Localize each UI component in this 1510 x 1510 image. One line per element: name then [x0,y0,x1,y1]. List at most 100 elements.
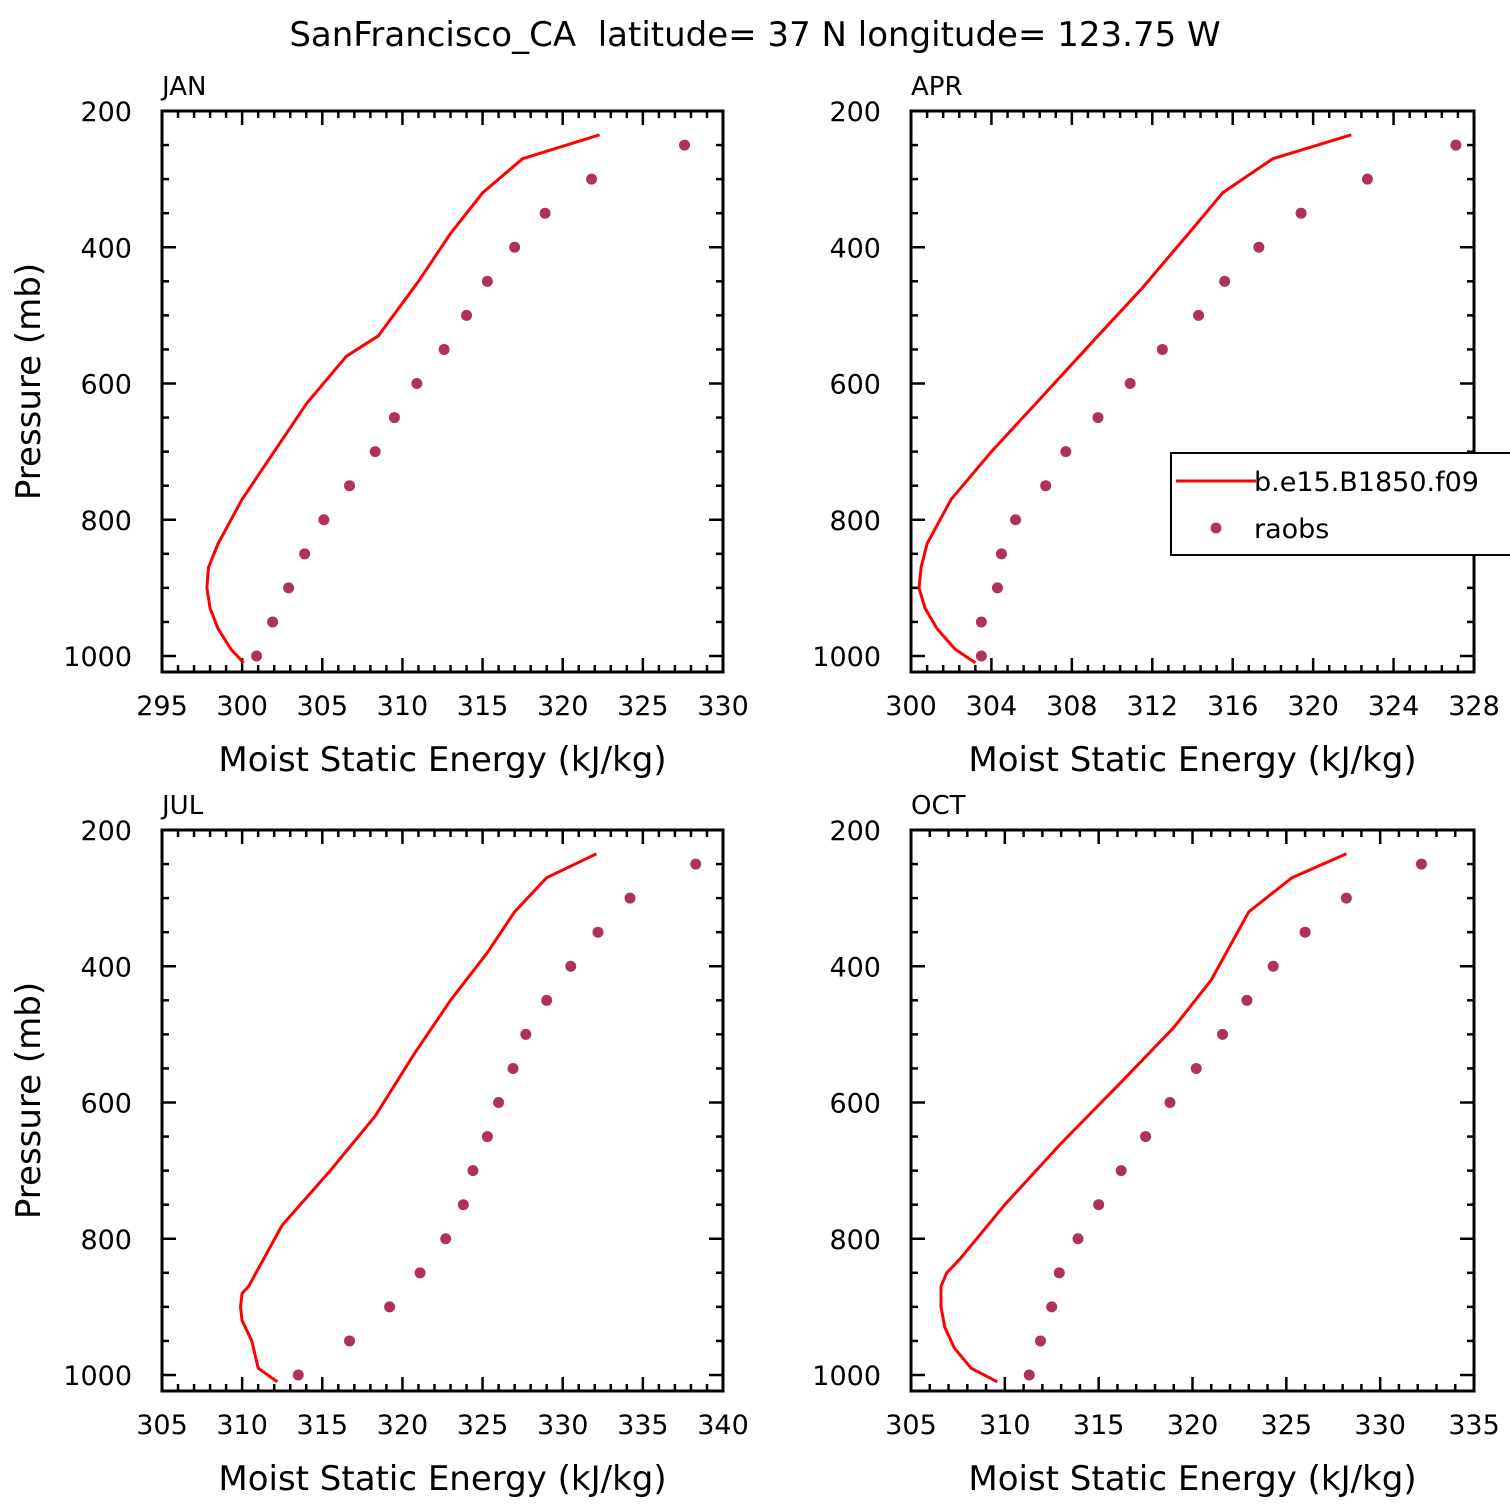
raobs-point [1124,378,1136,389]
raobs-point [509,241,521,253]
x-tick-label: 300 [216,691,268,722]
panel-title-jul: JUL [160,791,204,821]
x-tick-label: 325 [1261,1410,1313,1441]
raobs-point [369,446,381,458]
x-tick-label: 328 [1448,691,1500,722]
raobs-point [461,309,473,321]
y-tick-label: 200 [829,816,881,847]
raobs-point [1267,960,1279,972]
y-tick-label: 800 [80,1225,132,1256]
y-tick-label: 200 [80,97,132,128]
raobs-point [414,1267,426,1279]
raobs-point [1295,207,1307,219]
x-tick-label: 305 [297,691,349,722]
raobs-point [995,548,1007,560]
plot-frame-jul [160,828,725,1393]
raobs-point [1415,858,1427,870]
y-tick-label: 800 [80,506,132,537]
x-tick-label: 340 [697,1410,749,1441]
raobs-point [267,616,279,628]
y-tick-label: 400 [80,233,132,264]
raobs-point [1115,1165,1127,1177]
raobs-point [1299,926,1311,938]
raobs-point [1092,412,1104,424]
raobs-point [318,514,330,526]
panel-apr: 300 304 308 312 316 320 324 328 200 400 600 800 1000… [812,72,1510,780]
raobs-point [438,343,450,355]
x-tick-label: 325 [457,1410,509,1441]
x-tick-label: 330 [537,1410,589,1441]
x-tick-label: 316 [1207,691,1259,722]
raobs-point [1040,480,1052,492]
raobs-point [1156,343,1168,355]
raobs-point [481,275,493,287]
raobs-point [344,1335,356,1347]
raobs-point [679,139,691,151]
y-tick-label: 1000 [812,1361,881,1392]
x-tick-label: 335 [617,1410,669,1441]
raobs-point [1340,892,1352,904]
panel-title-apr: APR [911,72,963,102]
raobs-point [292,1369,304,1381]
y-axis-label: Pressure (mb) [9,982,49,1219]
x-tick-label: 324 [1368,691,1420,722]
y-tick-label: 600 [829,370,881,401]
plot-frame-jan [160,109,725,674]
raobs-point [467,1165,479,1177]
raobs-point [1193,309,1205,321]
raobs-point [975,650,987,662]
panel-jul: 305 310 315 320 325 330 335 340 200 400 600 800 1000… [9,791,749,1499]
raobs-point [1450,139,1462,151]
y-tick-label: 1000 [812,642,881,673]
x-axis-label: Moist Static Energy (kJ/kg) [218,740,666,780]
y-tick-label: 600 [80,370,132,401]
raobs-point [1217,1028,1229,1040]
raobs-point [1219,275,1231,287]
raobs-point [1140,1131,1152,1143]
x-tick-label: 300 [885,691,937,722]
raobs-point [1060,446,1072,458]
y-axis-label: Pressure (mb) [9,263,49,500]
x-tick-label: 320 [377,1410,429,1441]
y-tick-label: 800 [829,506,881,537]
y-tick-label: 400 [80,952,132,983]
y-tick-label: 200 [829,97,881,128]
legend-obs-label: raobs [1254,514,1329,545]
legend-model-label: b.e15.B1850.f09 [1254,467,1479,498]
raobs-point [507,1062,519,1074]
x-axis-label: Moist Static Energy (kJ/kg) [968,1459,1416,1499]
legend: b.e15.B1850.f09 raobs [1170,452,1510,556]
raobs-point [586,173,598,185]
panel-title-oct: OCT [911,791,966,821]
raobs-point [991,582,1003,594]
x-tick-label: 320 [1287,691,1339,722]
x-tick-label: 320 [537,691,589,722]
raobs-point [520,1028,532,1040]
raobs-point [975,616,987,628]
x-tick-label: 320 [1167,1410,1219,1441]
raobs-point [411,378,423,389]
x-tick-label: 308 [1046,691,1098,722]
raobs-point [1053,1267,1065,1279]
x-tick-label: 312 [1127,691,1179,722]
model-profile-line-jul [239,852,598,1384]
raobs-point [565,960,577,972]
raobs-point [592,926,604,938]
raobs-point [1253,241,1265,253]
y-tick-label: 400 [829,952,881,983]
y-tick-label: 200 [80,816,132,847]
raobs-point [388,412,400,424]
raobs-point [1190,1062,1202,1074]
y-tick-label: 1000 [63,642,132,673]
model-profile-line-jan [205,133,601,664]
raobs-point [1046,1301,1058,1313]
raobs-point [481,1131,493,1143]
y-tick-label: 600 [829,1089,881,1120]
x-tick-label: 325 [617,691,669,722]
legend-box [1170,452,1510,556]
panel-oct: 305 310 315 320 325 330 335 200 400 600 800 1000 OCT… [812,791,1499,1499]
raobs-point [1023,1369,1035,1381]
raobs-point [1034,1335,1046,1347]
x-axis-label: Moist Static Energy (kJ/kg) [218,1459,666,1499]
